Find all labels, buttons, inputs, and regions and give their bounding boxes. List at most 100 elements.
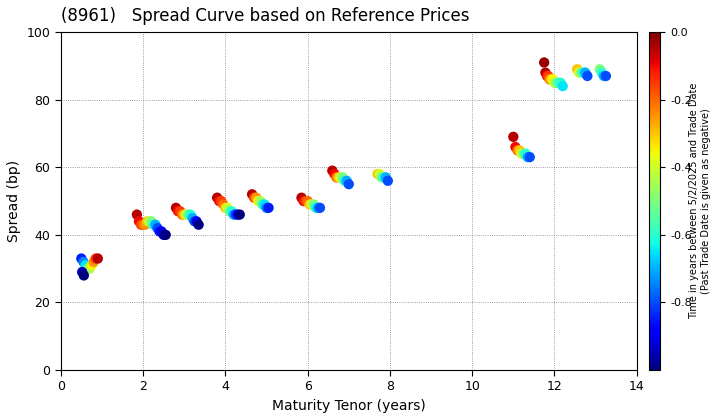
Point [82, 265, 94, 272]
Point [215, 198, 227, 205]
Point [508, 134, 519, 140]
X-axis label: Maturity Tenor (years): Maturity Tenor (years) [272, 399, 426, 413]
Point [518, 150, 529, 157]
Point [156, 228, 167, 235]
Point [573, 69, 585, 76]
Y-axis label: Spread (bp): Spread (bp) [7, 160, 21, 242]
Point [131, 211, 143, 218]
Point [230, 211, 241, 218]
Point [92, 255, 104, 262]
Point [251, 194, 262, 201]
Point [232, 211, 243, 218]
Point [552, 79, 563, 86]
Point [255, 198, 266, 205]
Point [189, 218, 200, 225]
Point [376, 174, 387, 181]
Point [598, 73, 610, 79]
Point [84, 265, 95, 272]
Point [512, 147, 523, 154]
Point [179, 211, 190, 218]
Point [193, 221, 204, 228]
Point [314, 205, 325, 211]
Point [154, 228, 166, 235]
Point [516, 150, 527, 157]
Point [148, 221, 159, 228]
Point [520, 150, 531, 157]
Point [306, 201, 318, 208]
Point [335, 174, 346, 181]
Point [261, 205, 272, 211]
Point [555, 79, 567, 86]
Point [258, 201, 270, 208]
Point [327, 167, 338, 174]
Point [90, 255, 102, 262]
Point [577, 69, 589, 76]
Point [374, 171, 385, 177]
Point [296, 194, 307, 201]
Point [549, 79, 560, 86]
Point [547, 76, 559, 83]
Point [572, 66, 583, 73]
Point [80, 262, 91, 269]
Point [337, 174, 348, 181]
Point [600, 73, 612, 79]
Point [263, 205, 274, 211]
Point [541, 73, 553, 79]
Point [310, 205, 322, 211]
Point [514, 147, 526, 154]
Point [312, 205, 324, 211]
Point [540, 69, 552, 76]
Point [76, 269, 88, 276]
Point [539, 59, 550, 66]
Point [544, 76, 555, 83]
Point [217, 201, 229, 208]
Point [298, 198, 310, 205]
Point [382, 177, 394, 184]
Point [222, 205, 233, 211]
Point [248, 194, 260, 201]
Point [378, 174, 390, 181]
Point [253, 198, 264, 205]
Point [575, 69, 587, 76]
Point [76, 255, 87, 262]
Point [246, 191, 258, 198]
Point [546, 76, 557, 83]
Point [510, 144, 521, 150]
Point [333, 174, 344, 181]
Point [302, 198, 313, 205]
Point [176, 211, 188, 218]
Point [308, 201, 320, 208]
Point [186, 215, 198, 221]
Point [140, 221, 151, 228]
Point [220, 205, 231, 211]
Point [580, 69, 591, 76]
Point [181, 211, 192, 218]
Point [226, 208, 238, 215]
Point [594, 66, 606, 73]
Point [550, 79, 562, 86]
Point [228, 211, 239, 218]
Point [135, 221, 147, 228]
Y-axis label: Time in years between 5/2/2025 and Trade Date
(Past Trade Date is given as negat: Time in years between 5/2/2025 and Trade… [689, 83, 711, 319]
Point [544, 76, 556, 83]
Point [191, 218, 202, 225]
Point [133, 218, 145, 225]
Point [543, 73, 554, 79]
Point [372, 171, 383, 177]
Point [328, 171, 340, 177]
Point [138, 221, 149, 228]
Point [86, 262, 97, 269]
Point [145, 218, 157, 225]
Point [330, 174, 342, 181]
Point [150, 221, 161, 228]
Point [582, 73, 593, 79]
Point [524, 154, 536, 160]
Point [158, 231, 169, 238]
Point [341, 177, 353, 184]
Point [300, 198, 311, 205]
Point [339, 177, 351, 184]
Point [304, 201, 315, 208]
Point [160, 231, 171, 238]
Point [184, 211, 196, 218]
Point [343, 181, 354, 187]
